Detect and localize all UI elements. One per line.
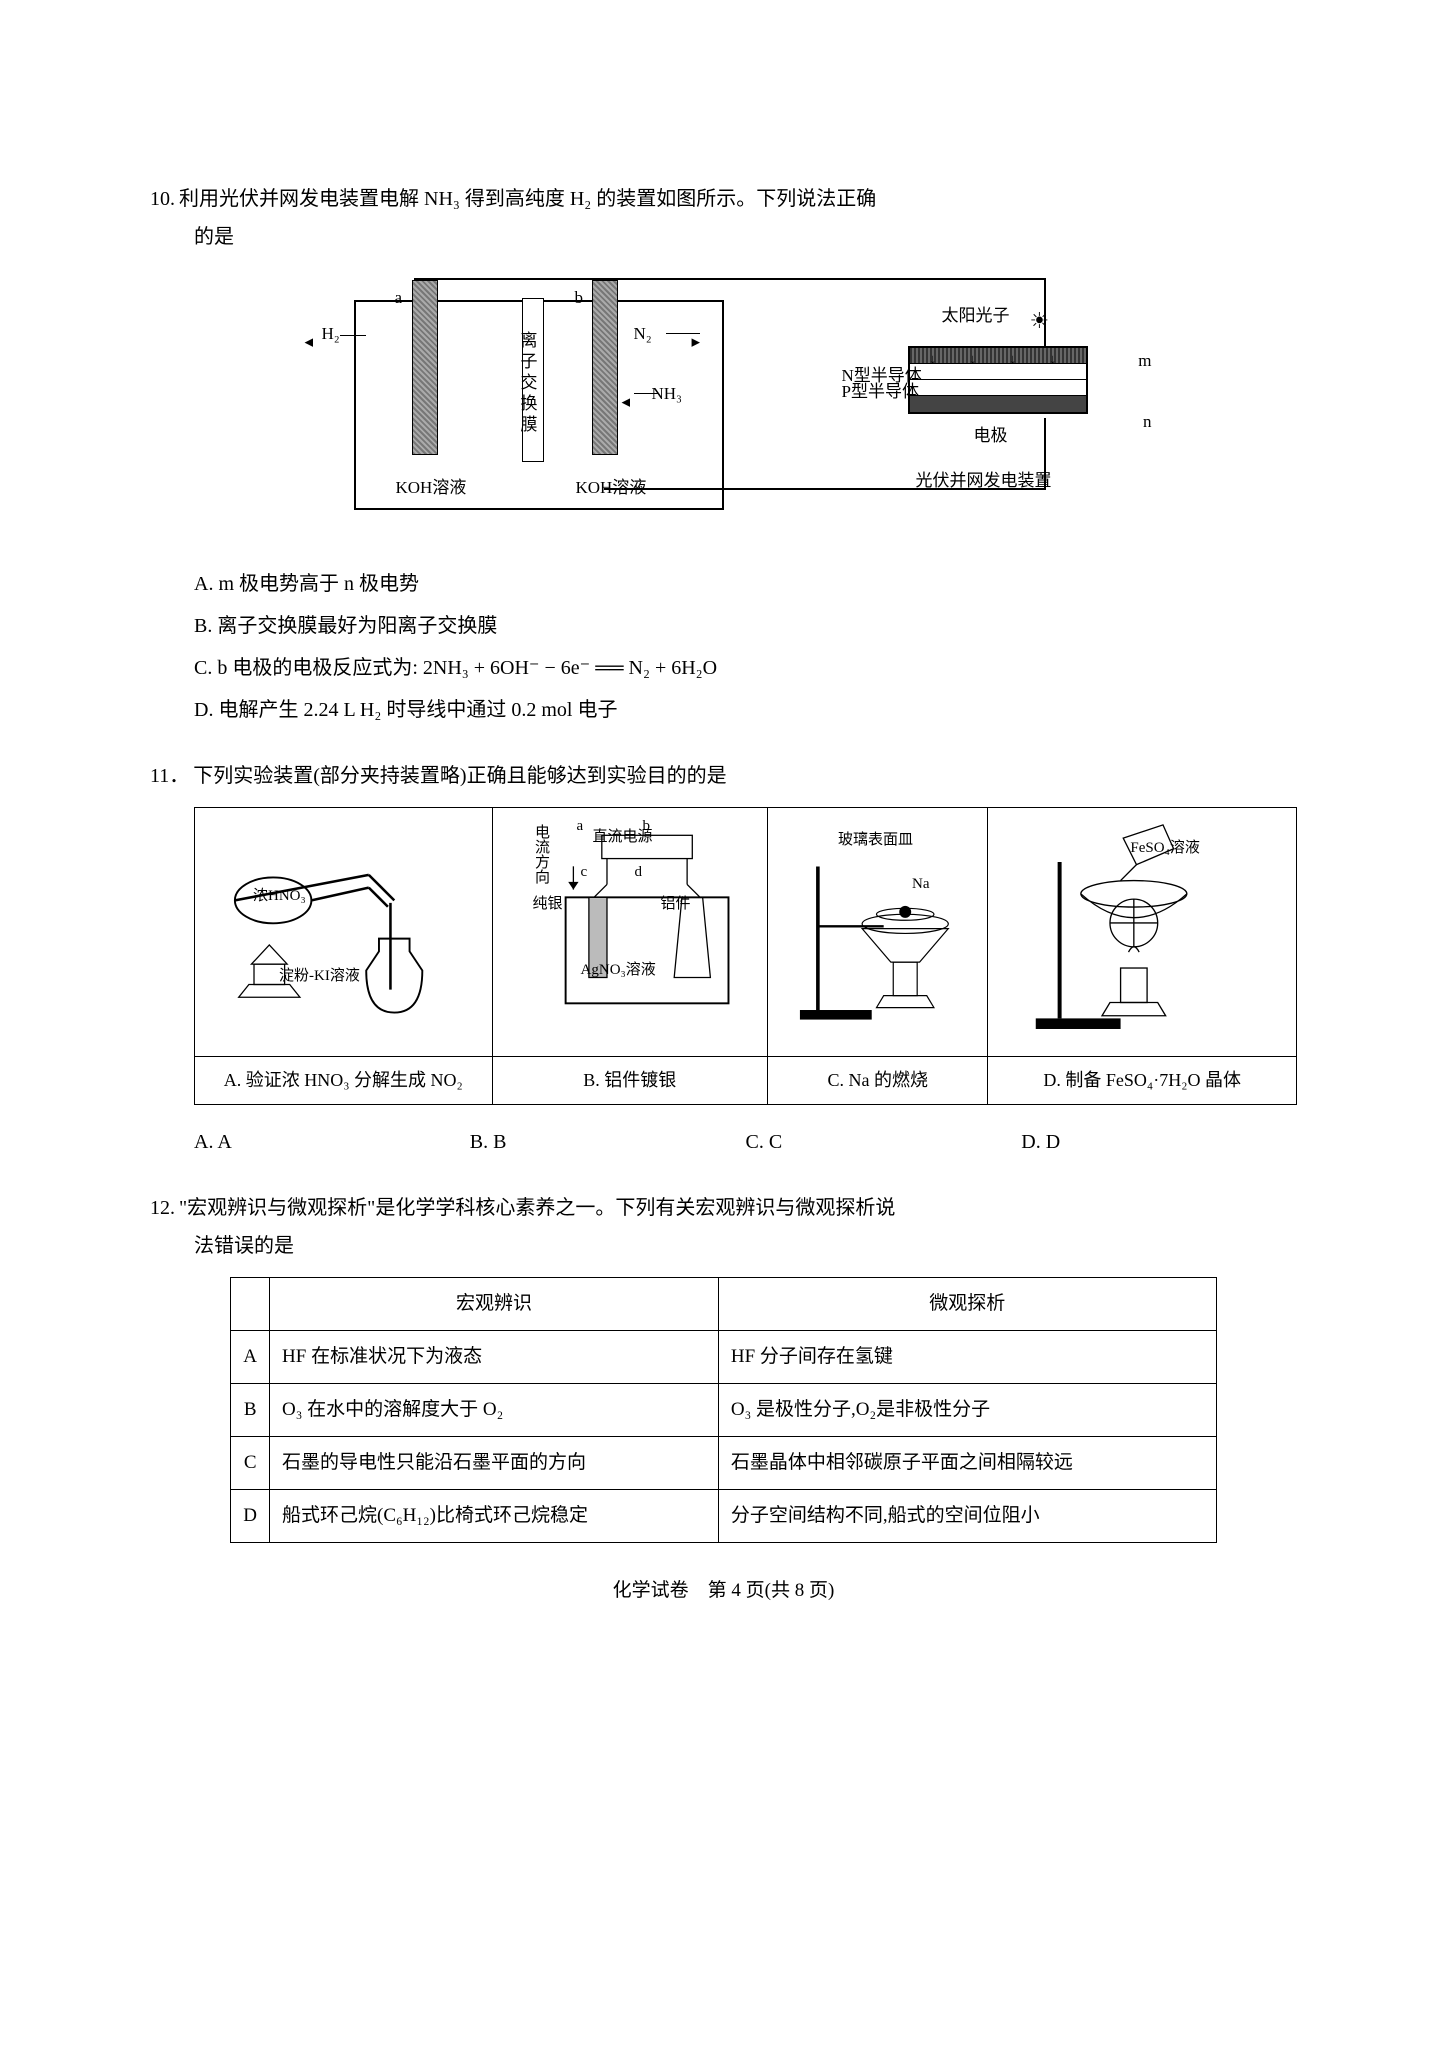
q11-text: 下列实验装置(部分夹持装置略)正确且能够达到实验目的的是 [193,757,1297,795]
q10-head: 10. 利用光伏并网发电装置电解 NH₃ 得到高纯度 H₂ 的装置如图所示。下列… [150,180,1297,218]
table-row: D 船式环己烷(C₆H₁₂)比椅式环己烷稳定 分子空间结构不同,船式的空间位阻小 [231,1490,1216,1543]
q12-d-micro: 分子空间结构不同,船式的空间位阻小 [718,1490,1216,1543]
q11-letter-c: C. C [746,1123,1022,1161]
label-b: b [575,282,584,314]
table-row: B O₃ 在水中的溶解度大于 O₂ O₃ 是极性分子,O₂是非极性分子 [231,1383,1216,1436]
q12-b-micro: O₃ 是极性分子,O₂是非极性分子 [718,1383,1216,1436]
table-row: C 石墨的导电性只能沿石墨平面的方向 石墨晶体中相邻碳原子平面之间相隔较远 [231,1436,1216,1489]
q10-options: A. m 极电势高于 n 极电势 B. 离子交换膜最好为阳离子交换膜 C. b … [194,565,1297,729]
q11-fig-c: 玻璃表面皿 Na [776,814,979,1050]
n-label: n [1143,406,1152,438]
q10-diagram: a b 离子交换膜 H₂ ◂ N₂ ▸ NH₃ ◂ [150,270,1297,543]
electrode-a: a [412,280,438,455]
question-10: 10. 利用光伏并网发电装置电解 NH₃ 得到高纯度 H₂ 的装置如图所示。下列… [150,180,1297,729]
solar-caption: 光伏并网发电装置 [916,465,1052,497]
label-dish: 玻璃表面皿 [838,826,913,855]
q11-letter-a: A. A [194,1123,470,1161]
label-feso4: FeSO₄溶液 [1130,834,1199,863]
q10-number: 10. [150,180,175,218]
q11-cap-d: D. 制备 FeSO₄·7H₂O 晶体 [988,1057,1297,1104]
question-12: 12. "宏观辨识与微观探析"是化学学科核心素养之一。下列有关宏观辨识与微观探析… [150,1189,1297,1543]
q10-opt-b: B. 离子交换膜最好为阳离子交换膜 [194,607,1297,645]
q12-number: 12. [150,1189,175,1227]
q12-text-l2: 法错误的是 [194,1227,1297,1265]
koh-right: KOH溶液 [576,472,647,504]
ion-membrane: 离子交换膜 [522,298,544,462]
label-ki: 淀粉-KI溶液 [279,962,360,991]
layer-p: P型半导体 [842,376,919,408]
question-11: 11． 下列实验装置(部分夹持装置略)正确且能够达到实验目的的是 [150,757,1297,1161]
q12-head: 12. "宏观辨识与微观探析"是化学学科核心素养之一。下列有关宏观辨识与微观探析… [150,1189,1297,1227]
label-ag: 纯银 [533,890,563,919]
q10-opt-d: D. 电解产生 2.24 L H₂ 时导线中通过 0.2 mol 电子 [194,691,1297,729]
q11-letter-b: B. B [470,1123,746,1161]
label-bd: d [635,858,643,887]
q11-fig-b: 直流电源 a b c d 纯银 铝件 AgNO₃溶液 电流方向 [501,814,760,1050]
q11-cap-b: B. 铝件镀银 [492,1057,768,1104]
q11-letter-d: D. D [1021,1123,1297,1161]
label-bc: c [581,858,588,887]
gas-n2: N₂ ▸ [634,318,652,350]
sun-icon: ☀ [1030,300,1050,342]
q10-text-l2: 的是 [194,218,1297,256]
q11-cap-a: A. 验证浓 HNO₃ 分解生成 NO₂ [195,1057,493,1104]
q12-b-macro: O₃ 在水中的溶解度大于 O₂ [270,1383,719,1436]
q11-cap-c: C. Na 的燃烧 [768,1057,988,1104]
solar-device: 太阳光子 ☀ ↓ ↓ ↓ ↓ N型半导体 P型半导体 m n 电极 光伏并网发电… [834,320,1134,480]
q11-letters: A. A B. B C. C D. D [194,1123,1297,1161]
m-label: m [1138,345,1151,377]
q12-table: 宏观辨识 微观探析 A HF 在标准状况下为液态 HF 分子间存在氢键 B O₃… [230,1277,1216,1543]
electrode-b: b [592,280,618,455]
q12-c-micro: 石墨晶体中相邻碳原子平面之间相隔较远 [718,1436,1216,1489]
q11-fig-d: FeSO₄溶液 [996,814,1288,1050]
q11-fig-a: 浓HNO₃ 淀粉-KI溶液 [203,814,484,1050]
table-row: A HF 在标准状况下为液态 HF 分子间存在氢键 [231,1330,1216,1383]
label-hno3: 浓HNO₃ [253,882,306,911]
label-bb: b [643,812,651,841]
label-al: 铝件 [661,890,691,919]
q12-h-macro: 宏观辨识 [270,1277,719,1330]
electrode-text: 电极 [974,420,1008,452]
q10-text-l1: 利用光伏并网发电装置电解 NH₃ 得到高纯度 H₂ 的装置如图所示。下列说法正确 [179,180,1297,218]
q11-number: 11． [150,757,189,795]
q12-text-l1: "宏观辨识与微观探析"是化学学科核心素养之一。下列有关宏观辨识与微观探析说 [179,1189,1297,1227]
q11-experiment-table: 浓HNO₃ 淀粉-KI溶液 [194,807,1297,1105]
solar-stack: ↓ ↓ ↓ ↓ N型半导体 P型半导体 [908,346,1088,414]
q12-c-macro: 石墨的导电性只能沿石墨平面的方向 [270,1436,719,1489]
koh-left: KOH溶液 [396,472,467,504]
sun-label: 太阳光子 [942,300,1010,332]
label-agno3: AgNO₃溶液 [581,956,656,985]
label-ba: a [577,812,584,841]
q11-head: 11． 下列实验装置(部分夹持装置略)正确且能够达到实验目的的是 [150,757,1297,795]
page-footer: 化学试卷 第 4 页(共 8 页) [150,1573,1297,1609]
q12-d-macro: 船式环己烷(C₆H₁₂)比椅式环己烷稳定 [270,1490,719,1543]
electrolysis-cell: a b 离子交换膜 H₂ ◂ N₂ ▸ NH₃ ◂ [354,300,724,510]
gas-nh3: NH₃ ◂ [652,378,682,410]
q12-h-micro: 微观探析 [718,1277,1216,1330]
label-flow: 电流方向 [527,824,556,884]
label-a: a [395,282,403,314]
q10-opt-c: C. b 电极的电极反应式为: 2NH₃ + 6OH⁻ − 6e⁻ ══ N₂ … [194,649,1297,687]
q12-a-macro: HF 在标准状况下为液态 [270,1330,719,1383]
label-na: Na [912,870,930,899]
q12-a-micro: HF 分子间存在氢键 [718,1330,1216,1383]
q10-opt-a: A. m 极电势高于 n 极电势 [194,565,1297,603]
gas-h2: H₂ ◂ [322,318,366,350]
